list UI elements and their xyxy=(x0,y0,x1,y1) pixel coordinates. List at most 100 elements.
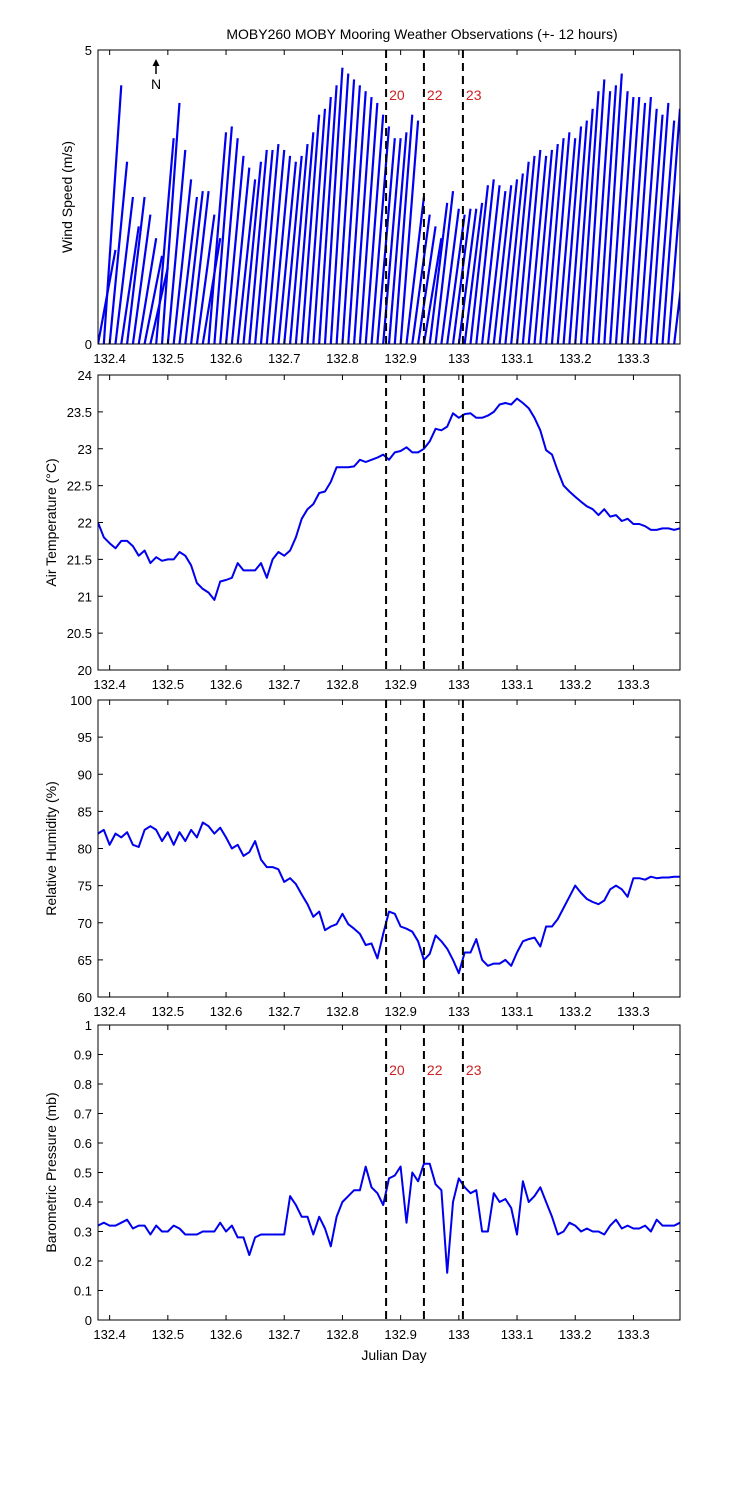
x-tick-label: 132.9 xyxy=(384,1004,417,1019)
air-temperature-data xyxy=(98,397,680,601)
y-tick-label: 20 xyxy=(78,663,92,678)
wind-vector-21 xyxy=(219,138,239,344)
x-tick-label: 132.4 xyxy=(93,1327,126,1342)
relative-humidity-data xyxy=(98,821,680,975)
y-tick-label: 5 xyxy=(85,43,92,58)
wind-speed-frame xyxy=(97,49,681,345)
y-tick-label: 0.5 xyxy=(74,1166,92,1181)
wind-vector-57 xyxy=(428,202,449,344)
wind-vector-95 xyxy=(649,102,670,344)
wind-vector-11 xyxy=(160,102,181,344)
y-tick-label: 23.5 xyxy=(67,405,92,420)
wind-vector-7 xyxy=(137,237,158,344)
wind-vector-33 xyxy=(288,143,309,344)
event-marker-label: 20 xyxy=(389,87,405,103)
relative-humidity-frame xyxy=(97,699,681,998)
event-marker-label: 20 xyxy=(389,1062,405,1078)
wind-vector-50 xyxy=(387,132,408,344)
wind-vector-35 xyxy=(300,114,321,344)
x-tick-label: 132.4 xyxy=(93,677,126,692)
wind-vector-39 xyxy=(323,67,344,344)
y-tick-label: 70 xyxy=(78,916,92,931)
x-tick-label: 132.6 xyxy=(210,351,243,366)
x-tick-label: 133 xyxy=(448,1327,470,1342)
wind-vector-23 xyxy=(230,167,251,344)
wind-vector-55 xyxy=(417,226,437,344)
x-tick-label: 132.7 xyxy=(268,1327,301,1342)
air-temperature-frame xyxy=(97,374,681,671)
y-tick-label: 0.3 xyxy=(74,1225,92,1240)
relative-humidity-y-axis-label: Relative Humidity (%) xyxy=(43,781,59,916)
wind-vector-46 xyxy=(364,114,385,344)
wind-vector-52 xyxy=(399,120,420,344)
wind-vector-72 xyxy=(515,155,536,344)
y-tick-label: 0 xyxy=(85,337,92,352)
event-marker-label: 22 xyxy=(427,1062,443,1078)
wind-vector-6 xyxy=(131,214,152,344)
barometric-pressure-y-axis-label: Barometric Pressure (mb) xyxy=(43,1092,59,1252)
x-tick-label: 132.5 xyxy=(152,1004,185,1019)
x-tick-label: 132.4 xyxy=(93,1004,126,1019)
y-tick-label: 75 xyxy=(78,879,92,894)
y-tick-label: 22.5 xyxy=(67,479,92,494)
wind-vector-14 xyxy=(178,196,199,344)
x-tick-label: 133.3 xyxy=(617,677,650,692)
x-tick-label: 132.9 xyxy=(384,1327,417,1342)
wind-vector-28 xyxy=(259,143,280,344)
wind-vector-3 xyxy=(114,196,135,344)
wind-vector-47 xyxy=(370,126,391,344)
y-tick-label: 85 xyxy=(78,804,92,819)
wind-vector-42 xyxy=(341,85,361,344)
wind-vector-68 xyxy=(492,185,513,344)
wind-vector-34 xyxy=(294,132,315,344)
wind-vector-77 xyxy=(545,138,565,344)
wind-vector-96 xyxy=(655,120,676,344)
x-tick-label: 133.1 xyxy=(501,677,534,692)
wind-vector-22 xyxy=(224,155,245,344)
wind-vector-60 xyxy=(446,214,466,344)
wind-vector-30 xyxy=(271,155,292,344)
wind-vector-62 xyxy=(457,208,478,344)
wind-vector-80 xyxy=(562,126,583,344)
wind-vector-15 xyxy=(184,190,204,344)
wind-vector-59 xyxy=(440,208,460,344)
wind-vector-75 xyxy=(533,149,554,344)
wind-vector-81 xyxy=(568,120,588,344)
wind-vector-73 xyxy=(521,149,542,344)
wind-vector-98 xyxy=(667,185,680,344)
wind-vector-18 xyxy=(201,237,222,344)
wind-vector-16 xyxy=(190,190,210,344)
barometric-pressure-panel: 20 22 23 132.4 132.5 132.6 132.7 132.8 132.9 133 1… xyxy=(43,1018,681,1342)
wind-vector-48 xyxy=(376,138,396,344)
wind-vector-56 xyxy=(422,237,443,344)
wind-vector-65 xyxy=(475,179,495,344)
x-tick-label: 132.8 xyxy=(326,351,359,366)
wind-vector-71 xyxy=(510,161,530,344)
wind-vector-67 xyxy=(486,190,507,344)
wind-vector-61 xyxy=(451,208,472,344)
y-tick-label: 21.5 xyxy=(67,552,92,567)
y-tick-label: 0.9 xyxy=(74,1048,92,1063)
wind-vector-43 xyxy=(347,91,367,344)
wind-vector-26 xyxy=(248,149,268,344)
event-marker-label: 22 xyxy=(427,87,443,103)
wind-vector-64 xyxy=(469,185,490,344)
wind-vector-94 xyxy=(643,114,664,344)
y-tick-label: 65 xyxy=(78,953,92,968)
wind-vector-32 xyxy=(283,155,303,344)
north-arrow-icon xyxy=(152,59,160,66)
air-temperature-y-axis-label: Air Temperature (°C) xyxy=(43,458,59,586)
barometric-pressure-data xyxy=(98,1162,680,1274)
x-tick-label: 132.8 xyxy=(326,677,359,692)
x-tick-label: 132.7 xyxy=(268,677,301,692)
wind-vector-88 xyxy=(609,91,629,344)
wind-vector-36 xyxy=(306,108,327,344)
x-tick-label: 133.1 xyxy=(501,351,534,366)
wind-vector-2 xyxy=(108,161,129,344)
wind-vector-83 xyxy=(579,91,600,344)
x-tick-label: 133.3 xyxy=(617,1004,650,1019)
y-tick-label: 0.6 xyxy=(74,1136,92,1151)
y-tick-label: 0 xyxy=(85,1313,92,1328)
x-tick-label: 133.2 xyxy=(559,1004,592,1019)
